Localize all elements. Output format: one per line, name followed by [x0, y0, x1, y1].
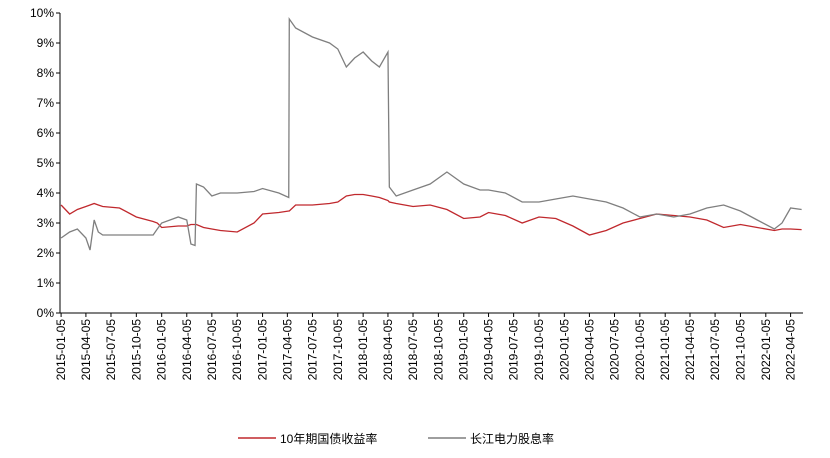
y-tick-label: 6% — [37, 126, 55, 140]
x-tick-label: 2015-04-05 — [79, 319, 93, 381]
x-tick-label: 2020-01-05 — [557, 319, 571, 381]
series-line — [60, 16, 802, 251]
x-tick-label: 2017-10-05 — [331, 319, 345, 381]
y-tick-label: 10% — [30, 6, 54, 20]
x-tick-label: 2015-10-05 — [129, 319, 143, 381]
x-tick-label: 2019-07-05 — [507, 319, 521, 381]
x-tick-label: 2015-01-05 — [54, 319, 68, 381]
x-tick-label: 2020-04-05 — [582, 319, 596, 381]
y-tick-label: 8% — [37, 66, 55, 80]
x-tick-label: 2020-10-05 — [633, 319, 647, 381]
y-tick-label: 3% — [37, 216, 55, 230]
x-tick-label: 2021-10-05 — [733, 319, 747, 381]
x-tick-label: 2018-04-05 — [381, 319, 395, 381]
x-tick-label: 2019-10-05 — [532, 319, 546, 381]
x-tick-label: 2020-07-05 — [607, 319, 621, 381]
x-tick-label: 2016-07-05 — [205, 319, 219, 381]
x-tick-label: 2016-04-05 — [180, 319, 194, 381]
y-tick-label: 9% — [37, 36, 55, 50]
y-tick-label: 1% — [37, 276, 55, 290]
x-tick-label: 2021-07-05 — [708, 319, 722, 381]
x-tick-label: 2019-01-05 — [457, 319, 471, 381]
x-tick-label: 2022-01-05 — [759, 319, 773, 381]
x-tick-label: 2017-01-05 — [256, 319, 270, 381]
y-tick-label: 2% — [37, 246, 55, 260]
legend-label: 长江电力股息率 — [470, 431, 554, 446]
x-tick-label: 2018-10-05 — [431, 319, 445, 381]
x-tick-label: 2019-04-05 — [482, 319, 496, 381]
x-tick-label: 2016-10-05 — [230, 319, 244, 381]
x-tick-label: 2018-01-05 — [356, 319, 370, 381]
x-tick-label: 2022-04-05 — [784, 319, 798, 381]
y-tick-label: 5% — [37, 156, 55, 170]
y-tick-label: 7% — [37, 96, 55, 110]
x-tick-label: 2017-04-05 — [280, 319, 294, 381]
y-tick-label: 4% — [37, 186, 55, 200]
x-tick-label: 2021-04-05 — [683, 319, 697, 381]
x-tick-label: 2016-01-05 — [155, 319, 169, 381]
legend-label: 10年期国债收益率 — [280, 431, 377, 446]
series-line — [60, 193, 802, 236]
x-tick-label: 2018-07-05 — [406, 319, 420, 381]
x-tick-label: 2017-07-05 — [305, 319, 319, 381]
x-tick-label: 2015-07-05 — [104, 319, 118, 381]
x-tick-label: 2021-01-05 — [658, 319, 672, 381]
y-tick-label: 0% — [37, 306, 55, 320]
